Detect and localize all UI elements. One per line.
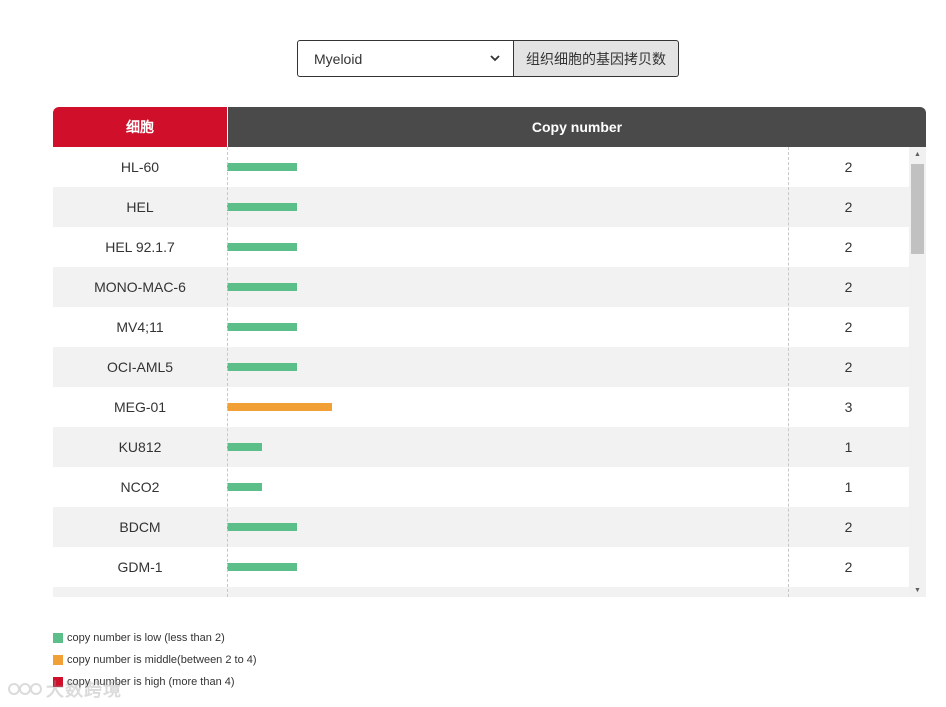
table-scrollbar[interactable]: ▲ ▼	[909, 147, 926, 597]
cell-line-name: HL-60	[120, 159, 160, 175]
legend-label: copy number is high (more than 4)	[67, 676, 235, 688]
scroll-up-arrow-icon[interactable]: ▲	[914, 150, 921, 158]
table-row: GDM-1 2	[53, 547, 909, 587]
copy-number-bar	[227, 283, 298, 291]
legend-swatch	[53, 633, 63, 643]
legend-swatch	[53, 677, 63, 687]
gene-copy-number-button[interactable]: 组织细胞的基因拷贝数	[514, 40, 679, 77]
cell-line-name: HEL 92.1.7	[105, 239, 175, 255]
table-row: KU812 1	[53, 427, 909, 467]
copy-number-bar	[227, 443, 263, 451]
scrollbar-thumb[interactable]	[911, 164, 924, 254]
copy-number-value: 1	[844, 439, 853, 455]
copy-number-bar	[227, 523, 298, 531]
table-body[interactable]: HL-60 2 HEL 2 HEL 92.1.7 2 MONO-MAC-6 2 MV4;11 2 O…	[53, 147, 909, 597]
copy-number-value: 2	[844, 239, 853, 255]
copy-number-value: 2	[844, 519, 853, 535]
copy-number-bar	[227, 363, 298, 371]
table-row: BDCM 2	[53, 507, 909, 547]
chevron-down-icon	[489, 53, 501, 65]
table-header: 细胞 Copy number	[53, 107, 926, 147]
cell-line-name: HEL	[126, 199, 154, 215]
legend-label: copy number is low (less than 2)	[67, 632, 225, 644]
cell-line-name: MV4;11	[116, 319, 164, 335]
bar-cell	[227, 227, 788, 267]
cell-line-name: OCI-AML5	[106, 359, 174, 375]
bar-cell	[227, 267, 788, 307]
bar-cell	[227, 307, 788, 347]
copy-number-value: 2	[844, 279, 853, 295]
watermark-logo-icon	[8, 683, 42, 695]
bar-cell	[227, 547, 788, 587]
cell-line-name: MEG-01	[113, 399, 167, 415]
cell-type-select-value: Myeloid	[314, 50, 363, 67]
bar-cell	[227, 467, 788, 507]
table-row: HEL 92.1.7 2	[53, 227, 909, 267]
cell-line-name: KU812	[118, 439, 162, 455]
copy-number-bar	[227, 563, 298, 571]
copy-number-value: 1	[844, 479, 853, 495]
legend-item-high: copy number is high (more than 4)	[53, 671, 257, 693]
copy-number-table: 细胞 Copy number HL-60 2 HEL 2 HEL 92.1.7 2 MONO…	[53, 107, 926, 597]
copy-number-bar	[227, 323, 298, 331]
bar-cell	[227, 347, 788, 387]
cell-line-name: NCO2	[120, 479, 160, 495]
legend-label: copy number is middle(between 2 to 4)	[67, 654, 257, 666]
cell-line-name: GDM-1	[117, 559, 163, 575]
copy-number-value: 2	[844, 199, 853, 215]
copy-number-bar	[227, 403, 333, 411]
legend-item-middle: copy number is middle(between 2 to 4)	[53, 649, 257, 671]
table-row: MEG-01 3	[53, 387, 909, 427]
legend-swatch	[53, 655, 63, 665]
copy-number-value: 2	[844, 359, 853, 375]
table-row: MONO-MAC-6 2	[53, 267, 909, 307]
table-row: HEL 2	[53, 187, 909, 227]
chart-legend: copy number is low (less than 2) copy num…	[53, 627, 257, 693]
table-row: MV4;11 2	[53, 307, 909, 347]
cell-line-name: MONO-MAC-6	[94, 279, 186, 295]
bar-cell	[227, 187, 788, 227]
watermark-text: 大数跨境	[46, 680, 122, 700]
table-row: NCO2 1	[53, 467, 909, 507]
cell-type-select[interactable]: Myeloid	[297, 40, 514, 77]
table-row: OCI-AML5 2	[53, 347, 909, 387]
cell-type-selector: Myeloid 组织细胞的基因拷贝数	[297, 40, 679, 77]
scroll-down-arrow-icon[interactable]: ▼	[914, 586, 921, 594]
cell-line-name: BDCM	[119, 519, 161, 535]
watermark-logo: 大数跨境	[8, 676, 122, 702]
table-row: HL-60 2	[53, 147, 909, 187]
copy-number-bar	[227, 483, 263, 491]
column-header-copy-number[interactable]: Copy number	[228, 107, 926, 147]
copy-number-value: 2	[844, 319, 853, 335]
copy-number-value: 2	[844, 559, 853, 575]
column-header-cell[interactable]: 细胞	[53, 107, 227, 147]
bar-cell	[227, 147, 788, 187]
table-row	[53, 587, 909, 597]
bar-cell	[227, 387, 788, 427]
bar-cell	[227, 427, 788, 467]
legend-item-low: copy number is low (less than 2)	[53, 627, 257, 649]
bar-cell	[227, 507, 788, 547]
copy-number-bar	[227, 163, 298, 171]
copy-number-value: 3	[844, 399, 853, 415]
copy-number-bar	[227, 203, 298, 211]
copy-number-bar	[227, 243, 298, 251]
copy-number-value: 2	[844, 159, 853, 175]
